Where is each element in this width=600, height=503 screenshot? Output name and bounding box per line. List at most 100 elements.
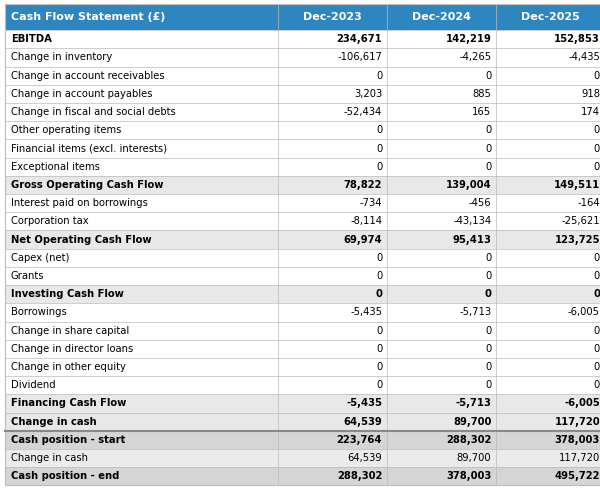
Text: 0: 0	[485, 344, 491, 354]
Text: 0: 0	[485, 162, 491, 172]
Bar	[5, 412, 600, 431]
Text: 142,219: 142,219	[446, 34, 491, 44]
Bar	[5, 303, 600, 321]
Text: 0: 0	[376, 289, 382, 299]
Bar	[5, 139, 600, 157]
Text: 149,511: 149,511	[554, 180, 600, 190]
Text: 139,004: 139,004	[446, 180, 491, 190]
Text: 0: 0	[594, 271, 600, 281]
Text: Borrowings: Borrowings	[11, 307, 67, 317]
Text: 0: 0	[594, 71, 600, 80]
Text: -5,713: -5,713	[459, 307, 491, 317]
Text: Exceptional items: Exceptional items	[11, 162, 100, 172]
Text: 288,302: 288,302	[337, 471, 382, 481]
Bar	[5, 358, 600, 376]
Text: -52,434: -52,434	[344, 107, 382, 117]
Text: 0: 0	[376, 253, 382, 263]
Bar	[5, 30, 600, 48]
Text: 0: 0	[485, 271, 491, 281]
Text: 0: 0	[485, 362, 491, 372]
Text: Change in cash: Change in cash	[11, 416, 97, 427]
Text: 123,725: 123,725	[554, 234, 600, 244]
Text: Grants: Grants	[11, 271, 44, 281]
Text: 0: 0	[594, 143, 600, 153]
Text: 3,203: 3,203	[354, 89, 382, 99]
Text: 0: 0	[485, 125, 491, 135]
Bar	[5, 248, 600, 267]
Text: 0: 0	[376, 271, 382, 281]
Text: 288,302: 288,302	[446, 435, 491, 445]
Text: 64,539: 64,539	[347, 453, 382, 463]
Text: -164: -164	[577, 198, 600, 208]
Text: Change in cash: Change in cash	[11, 453, 88, 463]
Text: 0: 0	[376, 362, 382, 372]
Text: Dividend: Dividend	[11, 380, 55, 390]
Bar	[5, 48, 600, 66]
Bar	[5, 431, 600, 449]
Bar	[5, 212, 600, 230]
Bar	[5, 66, 600, 85]
Text: Investing Cash Flow: Investing Cash Flow	[11, 289, 124, 299]
Text: 0: 0	[376, 143, 382, 153]
Text: 0: 0	[376, 344, 382, 354]
Text: 0: 0	[594, 162, 600, 172]
Bar	[5, 285, 600, 303]
Text: 223,764: 223,764	[337, 435, 382, 445]
Text: Change in inventory: Change in inventory	[11, 52, 112, 62]
Text: Dec-2023: Dec-2023	[303, 12, 362, 22]
Text: -5,435: -5,435	[350, 307, 382, 317]
Bar	[5, 376, 600, 394]
Bar	[5, 4, 600, 30]
Text: 378,003: 378,003	[555, 435, 600, 445]
Text: 78,822: 78,822	[344, 180, 382, 190]
Text: 0: 0	[376, 125, 382, 135]
Text: -6,005: -6,005	[568, 307, 600, 317]
Bar	[5, 121, 600, 139]
Bar	[5, 85, 600, 103]
Text: Dec-2025: Dec-2025	[521, 12, 580, 22]
Text: 117,720: 117,720	[554, 416, 600, 427]
Bar	[5, 340, 600, 358]
Text: 95,413: 95,413	[452, 234, 491, 244]
Text: 0: 0	[594, 344, 600, 354]
Text: -4,435: -4,435	[568, 52, 600, 62]
Text: Net Operating Cash Flow: Net Operating Cash Flow	[11, 234, 151, 244]
Text: 495,722: 495,722	[554, 471, 600, 481]
Text: 0: 0	[594, 125, 600, 135]
Text: 378,003: 378,003	[446, 471, 491, 481]
Text: Change in share capital: Change in share capital	[11, 325, 129, 336]
Text: Gross Operating Cash Flow: Gross Operating Cash Flow	[11, 180, 163, 190]
Text: -43,134: -43,134	[453, 216, 491, 226]
Bar	[5, 449, 600, 467]
Text: EBITDA: EBITDA	[11, 34, 52, 44]
Text: Change in account receivables: Change in account receivables	[11, 71, 164, 80]
Text: 174: 174	[581, 107, 600, 117]
Text: Change in director loans: Change in director loans	[11, 344, 133, 354]
Text: 234,671: 234,671	[337, 34, 382, 44]
Text: Capex (net): Capex (net)	[11, 253, 69, 263]
Text: 0: 0	[593, 289, 600, 299]
Text: Dec-2024: Dec-2024	[412, 12, 471, 22]
Text: Cash position - end: Cash position - end	[11, 471, 119, 481]
Text: Other operating items: Other operating items	[11, 125, 121, 135]
Text: 0: 0	[485, 71, 491, 80]
Bar	[5, 176, 600, 194]
Text: -8,114: -8,114	[350, 216, 382, 226]
Text: Financial items (excl. interests): Financial items (excl. interests)	[11, 143, 167, 153]
Bar	[5, 467, 600, 485]
Text: Change in fiscal and social debts: Change in fiscal and social debts	[11, 107, 176, 117]
Text: 152,853: 152,853	[554, 34, 600, 44]
Text: Change in account payables: Change in account payables	[11, 89, 152, 99]
Text: 117,720: 117,720	[559, 453, 600, 463]
Text: 165: 165	[472, 107, 491, 117]
Text: 64,539: 64,539	[343, 416, 382, 427]
Bar	[5, 157, 600, 176]
Text: 0: 0	[376, 71, 382, 80]
Text: -5,713: -5,713	[455, 398, 491, 408]
Text: Change in other equity: Change in other equity	[11, 362, 125, 372]
Text: 0: 0	[376, 162, 382, 172]
Text: Financing Cash Flow: Financing Cash Flow	[11, 398, 126, 408]
Text: 0: 0	[376, 380, 382, 390]
Text: 89,700: 89,700	[453, 416, 491, 427]
Text: 0: 0	[485, 253, 491, 263]
